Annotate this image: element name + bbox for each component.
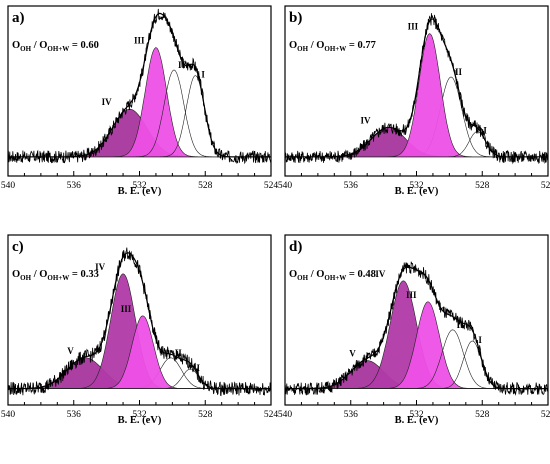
panel-d: 540 536 532 528 524 B. E. (eV) d) OOH / OOH+W =… [278, 234, 550, 426]
peak-label-V: V [349, 349, 356, 359]
x-tick-label: 540 [1, 410, 16, 420]
ratio-annotation: OOH / OOH+W = 0.77 [289, 40, 376, 53]
peak-label-V: V [67, 346, 74, 356]
x-tick-label: 540 [278, 181, 293, 191]
panel-b: 540 536 532 528 524 B. E. (eV) b) OOH / OOH+W =… [278, 5, 550, 197]
fit-envelope [8, 12, 271, 158]
panel-label: c) [12, 239, 24, 255]
ratio-sep: / O [308, 269, 324, 280]
ratio-value: = 0.48 [346, 269, 376, 280]
peak-label-II: II [455, 67, 463, 77]
ratio-sub1: OH [297, 274, 308, 282]
ratio-sub2: OH+W [324, 45, 346, 53]
raw-spectrum [285, 261, 548, 396]
peak-label-III: III [121, 304, 132, 314]
peak-label-I: I [196, 363, 200, 373]
ratio-annotation: OOH / OOH+W = 0.60 [12, 40, 99, 53]
x-tick-label: 536 [344, 410, 359, 420]
x-tick-label: 524 [541, 410, 550, 420]
panel-label: a) [12, 10, 25, 26]
plot-area [8, 8, 271, 165]
raw-spectrum [8, 247, 271, 397]
peak-III [285, 301, 548, 389]
ratio-sub2: OH+W [47, 274, 69, 282]
ratio-value: = 0.33 [69, 269, 99, 280]
x-tick-label: 528 [475, 410, 490, 420]
peak-label-IV: IV [95, 262, 106, 272]
peak-label-IV: IV [102, 97, 113, 107]
peak-III [8, 315, 271, 389]
x-tick-label: 536 [67, 181, 82, 191]
x-axis-title: B. E. (eV) [118, 186, 162, 197]
x-tick-label: 532 [132, 181, 147, 191]
ratio-sub1: OH [20, 45, 31, 53]
peak-label-I: I [201, 70, 205, 80]
panel-a: 540 536 532 528 524 B. E. (eV) a) OOH / OOH+W =… [1, 5, 279, 197]
peak-label-III: III [406, 290, 417, 300]
x-tick-label: 536 [67, 410, 82, 420]
peak-label-II: II [457, 320, 465, 330]
peak-III [8, 47, 271, 158]
x-axis-title: B. E. (eV) [395, 186, 439, 197]
ratio-label: O [289, 40, 297, 51]
panel-c: 540 536 532 528 524 B. E. (eV) c) OOH / OOH+W =… [1, 234, 279, 426]
x-axis-title: B. E. (eV) [395, 415, 439, 426]
x-tick-label: 540 [278, 410, 293, 420]
peak-label-III: III [134, 36, 145, 46]
x-axis-title: B. E. (eV) [118, 415, 162, 426]
peak-label-III: III [408, 22, 419, 32]
plot-area [285, 261, 548, 396]
x-tick-label: 524 [541, 181, 550, 191]
x-tick-label: 528 [198, 410, 213, 420]
ratio-sep: / O [31, 269, 47, 280]
x-tick-label: 528 [198, 181, 213, 191]
peak-label-II: II [178, 60, 186, 70]
x-tick-label: 528 [475, 181, 490, 191]
panel-label: b) [289, 10, 302, 26]
ratio-label: O [289, 269, 297, 280]
ratio-sep: / O [31, 40, 47, 51]
peak-label-IV: IV [375, 269, 386, 279]
x-tick-label: 532 [409, 181, 424, 191]
raw-spectrum [8, 8, 271, 165]
ratio-annotation: OOH / OOH+W = 0.33 [12, 269, 99, 282]
x-tick-label: 540 [1, 181, 16, 191]
plot-area [285, 13, 548, 165]
peak-label-IV: IV [361, 115, 372, 125]
ratio-value: = 0.77 [346, 40, 376, 51]
panel-label: d) [289, 239, 302, 255]
x-tick-label: 532 [132, 410, 147, 420]
peak-label-I: I [478, 335, 482, 345]
ratio-sep: / O [308, 40, 324, 51]
peak-label-II: II [175, 348, 183, 358]
plot-area [8, 247, 271, 397]
ratio-sub1: OH [297, 45, 308, 53]
ratio-label: O [12, 269, 20, 280]
ratio-annotation: OOH / OOH+W = 0.48 [289, 269, 376, 282]
ratio-sub2: OH+W [324, 274, 346, 282]
ratio-label: O [12, 40, 20, 51]
x-tick-label: 524 [264, 410, 279, 420]
x-tick-label: 536 [344, 181, 359, 191]
x-tick-label: 532 [409, 410, 424, 420]
x-tick-label: 524 [264, 181, 279, 191]
raw-spectrum [285, 13, 548, 165]
ratio-sub2: OH+W [47, 45, 69, 53]
ratio-sub1: OH [20, 274, 31, 282]
peak-label-I: I [483, 126, 487, 136]
ratio-value: = 0.60 [69, 40, 99, 51]
